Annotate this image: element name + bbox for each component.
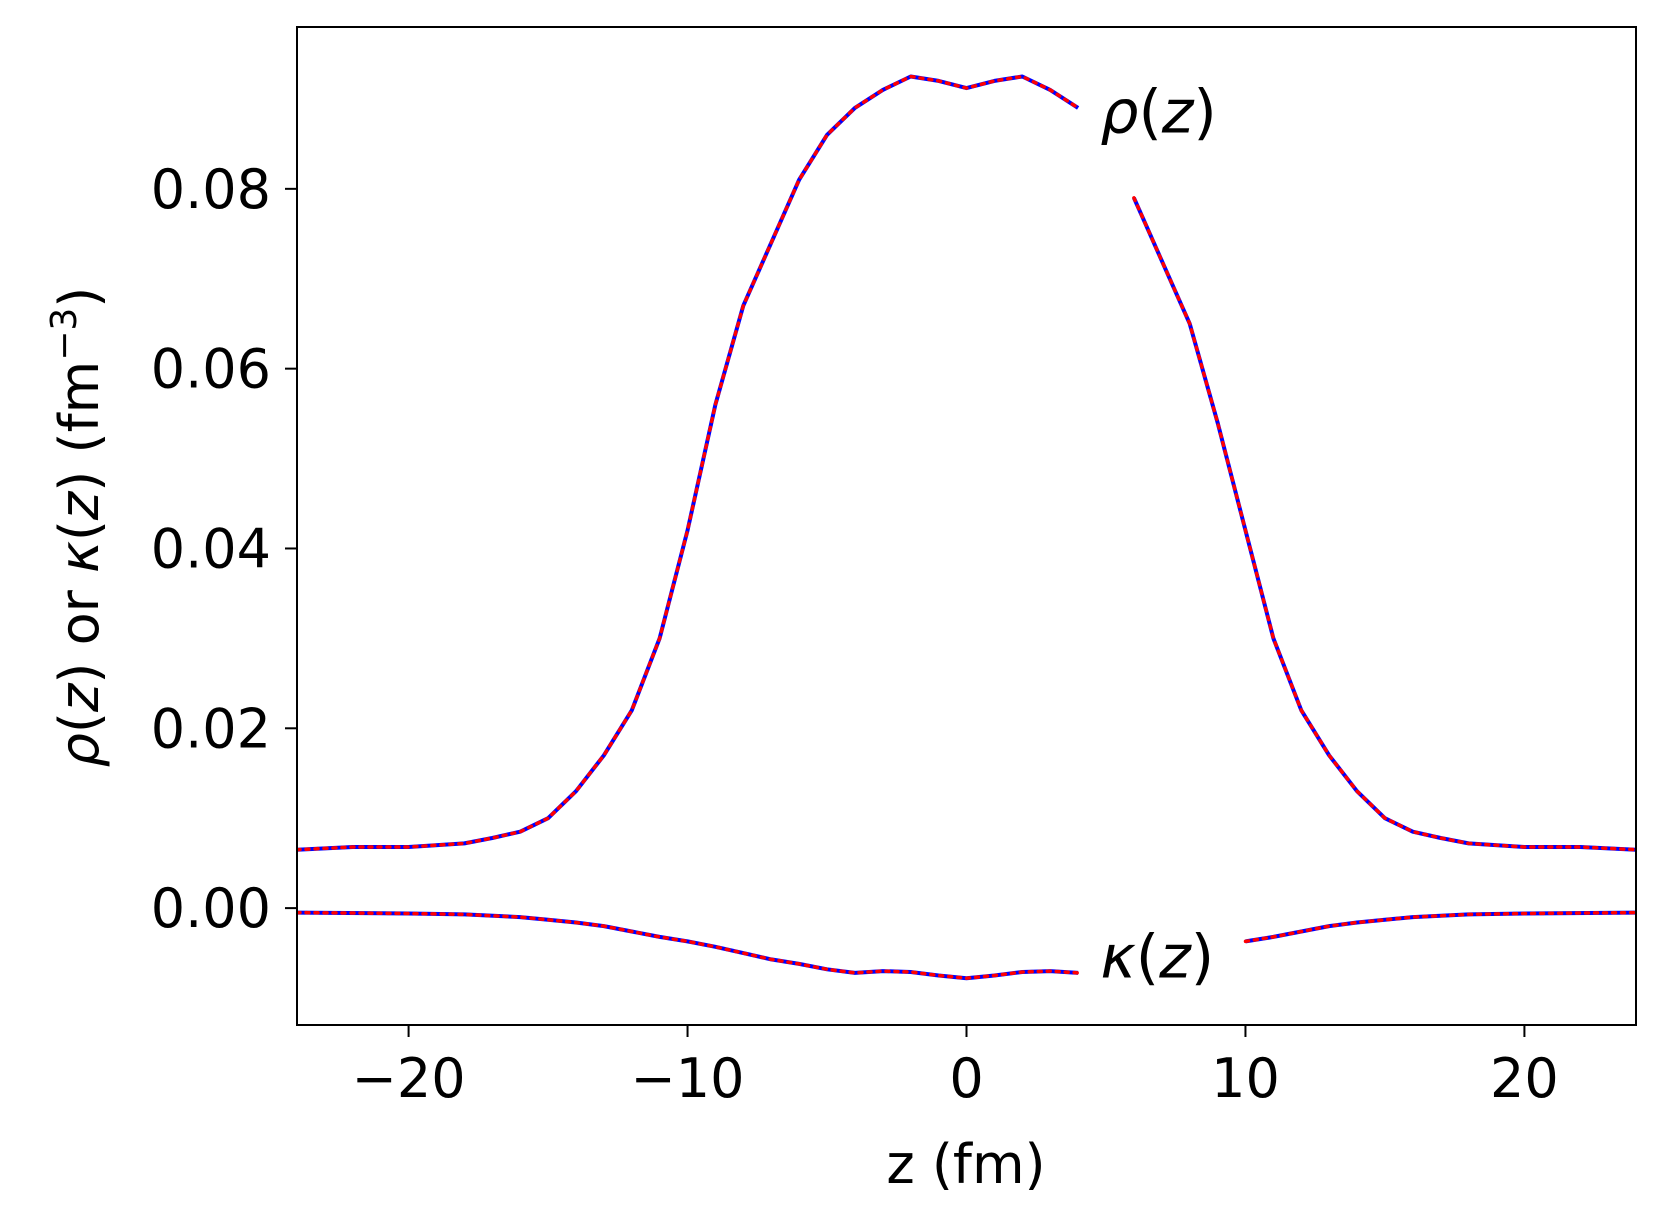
y-label-z1: z (48, 682, 111, 713)
x-tick-label: −10 (631, 1047, 745, 1110)
y-label-z2: z (48, 490, 111, 521)
y-tick-label: 0.04 (151, 517, 271, 580)
y-tick-label: 0.06 (151, 338, 271, 401)
y-label-kappa: κ (48, 541, 111, 573)
y-label-exp: −3 (44, 308, 85, 361)
y-label-paren-close-1: ) (48, 663, 111, 684)
y-label-paren-open-1: ( (48, 712, 111, 733)
x-tick-label: 0 (949, 1047, 983, 1110)
y-label-unit: fm (48, 361, 111, 433)
y-label-or: or (48, 573, 111, 663)
y-label-paren-open-2: ( (48, 520, 111, 541)
x-tick-label: −20 (352, 1047, 466, 1110)
y-axis-label: ρ(z) or κ(z) (fm−3) (44, 287, 111, 768)
curve-annotation: ρ(z) (1100, 77, 1216, 147)
x-tick-label: 20 (1490, 1047, 1559, 1110)
y-label-paren-close-3: ) (48, 287, 111, 308)
y-label-paren-close-2: ) (48, 471, 111, 492)
y-tick-label: 0.00 (151, 877, 271, 940)
y-tick-label: 0.08 (151, 158, 271, 221)
y-label-space: ( (48, 432, 111, 470)
y-label-rho: ρ (48, 733, 111, 767)
kappa-series-dotted (297, 910, 1636, 980)
plot-area (297, 27, 1636, 1025)
x-tick-label: 10 (1211, 1047, 1280, 1110)
rho-series-dotted (297, 74, 1636, 852)
y-tick-label: 0.02 (151, 697, 271, 760)
curve-annotation: κ(z) (1100, 923, 1214, 993)
x-axis-label: z (fm) (886, 1133, 1045, 1196)
